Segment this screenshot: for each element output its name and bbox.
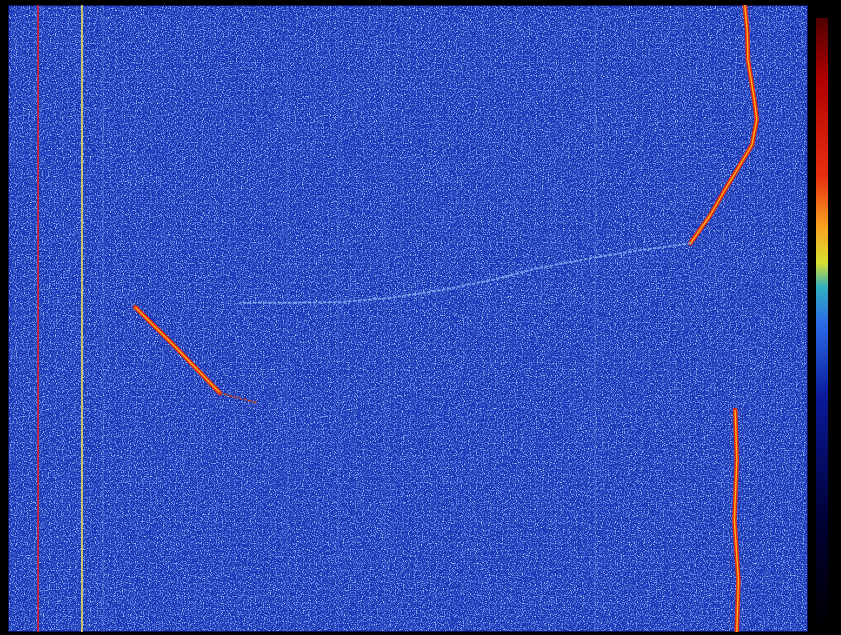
trace bbox=[384, 5, 385, 632]
trace bbox=[338, 5, 339, 632]
trace bbox=[103, 5, 104, 632]
chart bbox=[0, 0, 841, 635]
trace bbox=[81, 5, 83, 632]
trace bbox=[734, 410, 738, 632]
colorbar bbox=[816, 18, 828, 630]
traces bbox=[38, 5, 757, 632]
trace bbox=[220, 393, 258, 403]
trace bbox=[37, 5, 39, 632]
trace bbox=[595, 5, 596, 632]
plot-frame bbox=[9, 6, 808, 632]
trace-core bbox=[135, 307, 220, 393]
trace bbox=[287, 5, 288, 632]
trace bbox=[135, 307, 220, 393]
trace-core bbox=[690, 5, 756, 243]
noise bbox=[8, 5, 808, 632]
plot-background bbox=[8, 5, 808, 632]
background bbox=[0, 0, 841, 635]
trace bbox=[690, 5, 756, 243]
trace bbox=[240, 243, 690, 302]
trace-core bbox=[734, 410, 738, 632]
